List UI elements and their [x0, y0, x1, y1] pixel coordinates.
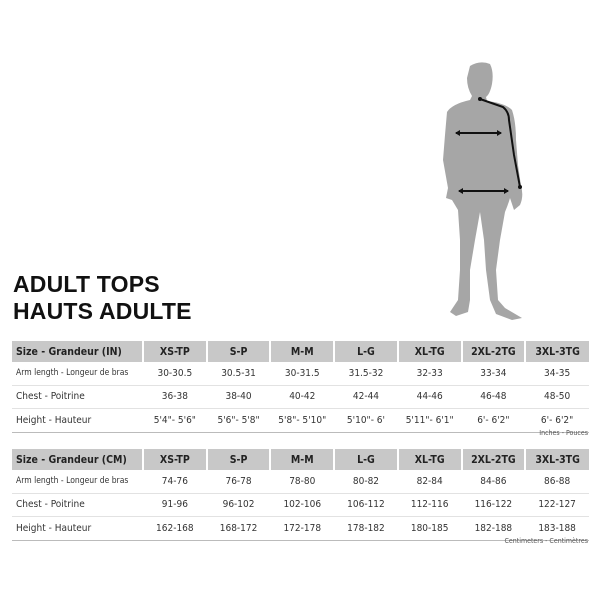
table-cell: 183-188: [525, 516, 589, 541]
table-cell: 78-80: [270, 470, 335, 494]
table-cell: 30-31.5: [270, 362, 335, 386]
table-cell: 5'10"- 6': [334, 408, 398, 433]
table-cell: 42-44: [334, 385, 398, 409]
size-column-header: XL-TG: [396, 341, 462, 362]
title-english: ADULT TOPS: [13, 271, 160, 297]
table-row: Height - Hauteur 5'4"- 5'6" 5'6"- 5'8" 5'8"…: [12, 408, 589, 433]
table-cell: 33-34: [461, 362, 526, 386]
arm-length-line: [479, 98, 521, 188]
table-cell: 32-33: [397, 362, 462, 386]
size-column-header: 3XL-3TG: [524, 449, 589, 470]
table-cell: 46-48: [461, 385, 526, 409]
row-label: Height - Hauteur: [12, 408, 143, 433]
table-cell: 30-30.5: [143, 362, 207, 386]
size-column-header: S-P: [205, 341, 271, 362]
table-cell: 38-40: [206, 385, 271, 409]
table-cell: 168-172: [206, 516, 271, 541]
row-label: Arm length - Longeur de bras: [12, 362, 143, 386]
table-cell: 5'6"- 5'8": [206, 408, 271, 433]
table-cell: 162-168: [143, 516, 207, 541]
table-cell: 76-78: [206, 470, 271, 494]
size-column-header: XL-TG: [396, 449, 462, 470]
table-cell: 40-42: [270, 385, 335, 409]
header-label: Size - Grandeur (CM): [12, 449, 143, 470]
inches-note: Inches - Pouces: [539, 429, 588, 437]
table-cell: 74-76: [143, 470, 207, 494]
row-label: Arm length - Longeur de bras: [12, 470, 143, 494]
size-column-header: 2XL-2TG: [460, 341, 526, 362]
table-cell: 106-112: [334, 493, 398, 517]
table-cell: 180-185: [397, 516, 462, 541]
table-row: Arm length - Longeur de bras 74-76 76-78 78…: [12, 470, 589, 494]
table-cell: 102-106: [270, 493, 335, 517]
title-french: HAUTS ADULTE: [13, 298, 192, 324]
table-cell: 6'- 6'2": [461, 408, 526, 433]
table-cell: 96-102: [206, 493, 271, 517]
table-cell: 5'11"- 6'1": [397, 408, 462, 433]
table-cell: 30.5-31: [206, 362, 271, 386]
table-row: Arm length - Longeur de bras 30-30.5 30.5-…: [12, 362, 589, 386]
table-row: Chest - Poitrine 91-96 96-102 102-106 106-11…: [12, 493, 589, 517]
size-column-header: 2XL-2TG: [460, 449, 526, 470]
header-label: Size - Grandeur (IN): [12, 341, 143, 362]
table-cell: 122-127: [525, 493, 589, 517]
table-cell: 5'8"- 5'10": [270, 408, 335, 433]
table-cell: 48-50: [525, 385, 589, 409]
table-header-row: Size - Grandeur (IN) XS-TP S-P M-M L-G XL-TG 2…: [12, 341, 589, 362]
size-column-header: 3XL-3TG: [524, 341, 589, 362]
table-cell: 44-46: [397, 385, 462, 409]
table-cell: 80-82: [334, 470, 398, 494]
table-cell: 84-86: [461, 470, 526, 494]
table-cell: 36-38: [143, 385, 207, 409]
table-cell: 5'4"- 5'6": [143, 408, 207, 433]
cm-size-table: Size - Grandeur (CM) XS-TP S-P M-M L-G XL-TG 2…: [12, 449, 589, 541]
table-cell: 6'- 6'2": [525, 408, 589, 433]
size-column-header: XS-TP: [142, 341, 207, 362]
size-column-header: XS-TP: [142, 449, 207, 470]
table-row: Chest - Poitrine 36-38 38-40 40-42 42-44 44-4…: [12, 385, 589, 409]
size-column-header: M-M: [269, 449, 335, 470]
table-cell: 34-35: [525, 362, 589, 386]
table-cell: 31.5-32: [334, 362, 398, 386]
table-cell: 172-178: [270, 516, 335, 541]
row-label: Chest - Poitrine: [12, 385, 143, 409]
row-label: Chest - Poitrine: [12, 493, 143, 517]
table-cell: 182-188: [461, 516, 526, 541]
table-cell: 112-116: [397, 493, 462, 517]
table-cell: 116-122: [461, 493, 526, 517]
table-cell: 178-182: [334, 516, 398, 541]
measurement-lines-icon: [456, 98, 521, 192]
table-row: Height - Hauteur 162-168 168-172 172-178 178…: [12, 516, 589, 541]
table-cell: 91-96: [143, 493, 207, 517]
size-column-header: S-P: [205, 449, 271, 470]
size-column-header: L-G: [333, 449, 398, 470]
row-label: Height - Hauteur: [12, 516, 143, 541]
size-column-header: L-G: [333, 341, 398, 362]
table-header-row: Size - Grandeur (CM) XS-TP S-P M-M L-G XL-TG 2…: [12, 449, 589, 470]
size-column-header: M-M: [269, 341, 335, 362]
inches-size-table: Size - Grandeur (IN) XS-TP S-P M-M L-G XL-TG 2…: [12, 341, 589, 433]
table-cell: 86-88: [525, 470, 589, 494]
table-cell: 82-84: [397, 470, 462, 494]
cm-note: Centimeters - Centimètres: [504, 537, 588, 545]
